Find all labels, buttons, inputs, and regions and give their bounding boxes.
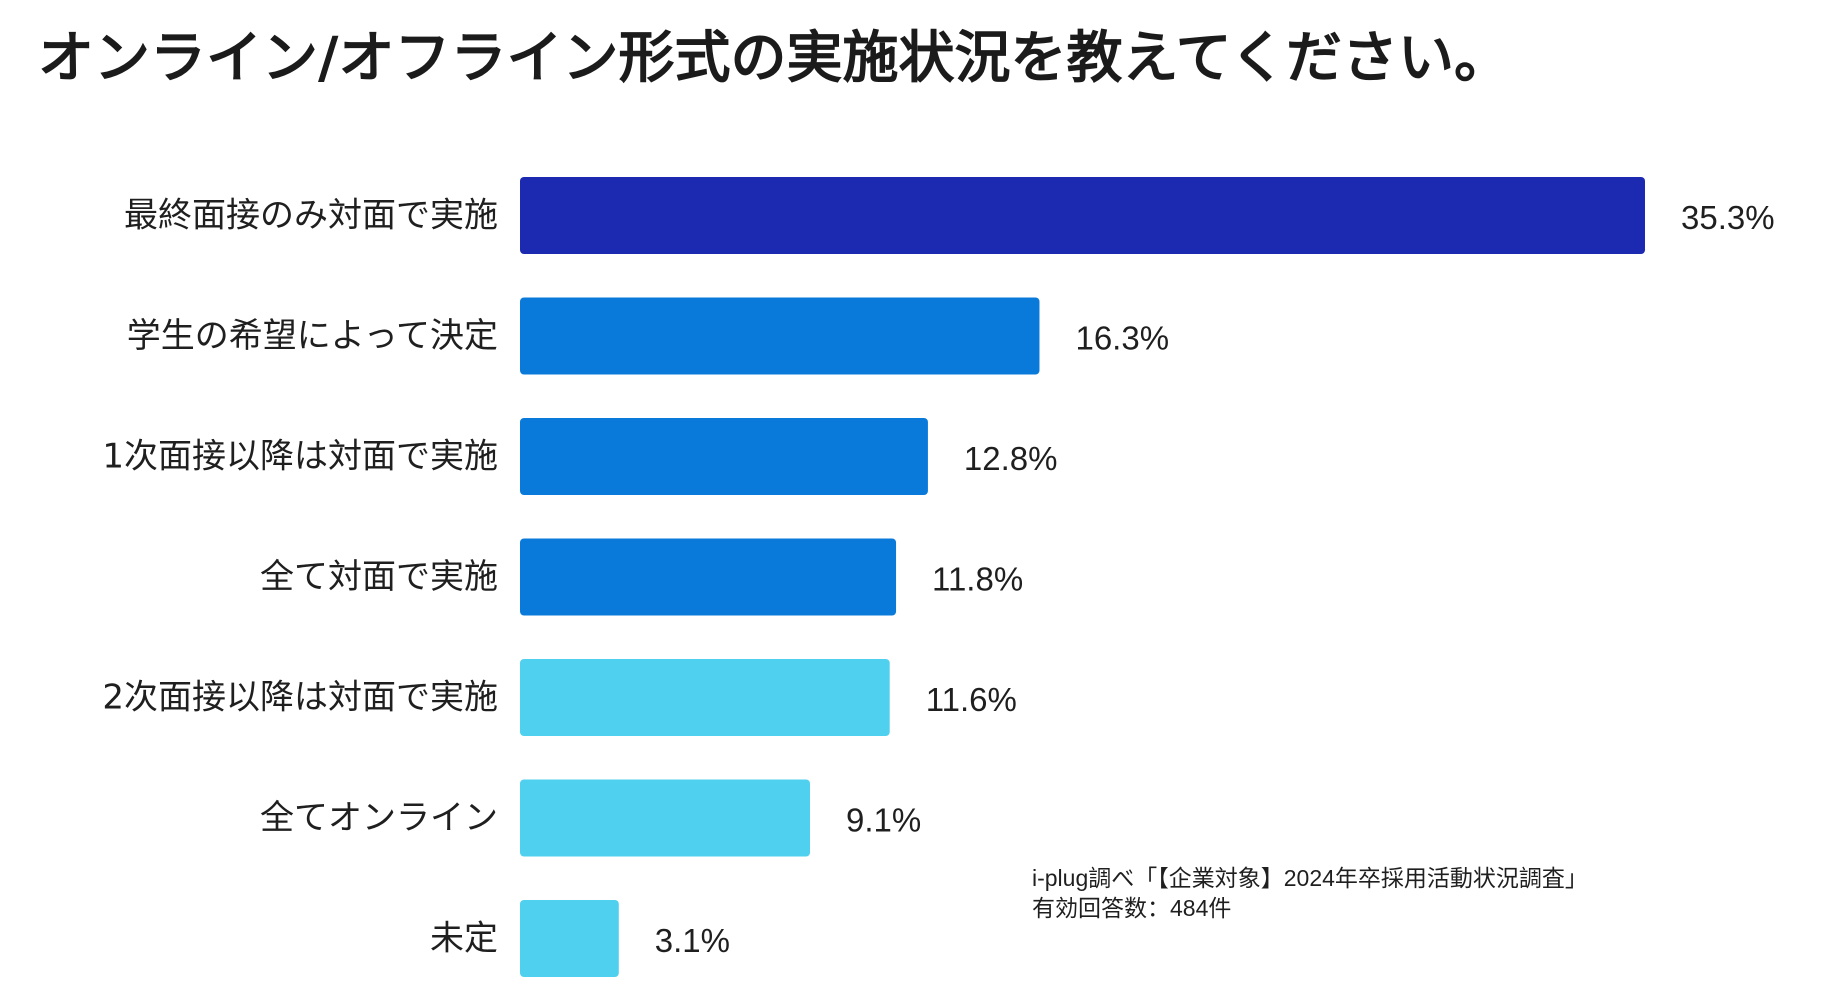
data-label: 35.3% xyxy=(1681,199,1775,236)
data-label: 12.8% xyxy=(964,440,1058,477)
category-label: 全て対面で実施 xyxy=(260,557,498,597)
category-label: 全てオンライン xyxy=(260,798,498,838)
bar xyxy=(520,418,928,495)
category-label: 未定 xyxy=(430,919,498,959)
data-label: 11.8% xyxy=(932,561,1023,598)
bar xyxy=(520,177,1645,254)
bar xyxy=(520,779,811,857)
bar xyxy=(520,297,1040,375)
category-label: 学生の希望によって決定 xyxy=(127,316,498,356)
data-label: 16.3% xyxy=(1075,320,1169,357)
source-note-line-1: i-plug調べ「【企業対象】2024年卒採用活動状況調査」 xyxy=(1032,865,1588,891)
data-label: 3.1% xyxy=(655,922,730,959)
data-label: 9.1% xyxy=(846,802,921,839)
source-note-line-2: 有効回答数：484件 xyxy=(1032,895,1232,921)
source-note: i-plug調べ「【企業対象】2024年卒採用活動状況調査」 有効回答数：484… xyxy=(1032,863,1588,923)
category-label: 1次面接以降は対面で実施 xyxy=(102,437,498,477)
category-label: 2次面接以降は対面で実施 xyxy=(102,678,498,718)
bar xyxy=(520,900,619,977)
bar xyxy=(520,538,897,616)
category-label: 最終面接のみ対面で実施 xyxy=(124,196,498,236)
chart-title: オンライン/オフライン形式の実施状況を教えてください。 xyxy=(38,26,1510,91)
bar xyxy=(520,659,890,736)
data-label: 11.6% xyxy=(926,681,1017,718)
